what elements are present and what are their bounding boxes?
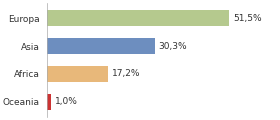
- Bar: [47, 94, 51, 110]
- Text: 51,5%: 51,5%: [233, 14, 262, 23]
- Bar: [47, 66, 108, 82]
- Text: 30,3%: 30,3%: [158, 42, 187, 51]
- Bar: [47, 10, 230, 26]
- Text: 17,2%: 17,2%: [112, 69, 140, 78]
- Text: 1,0%: 1,0%: [55, 97, 77, 106]
- Bar: [47, 38, 155, 54]
